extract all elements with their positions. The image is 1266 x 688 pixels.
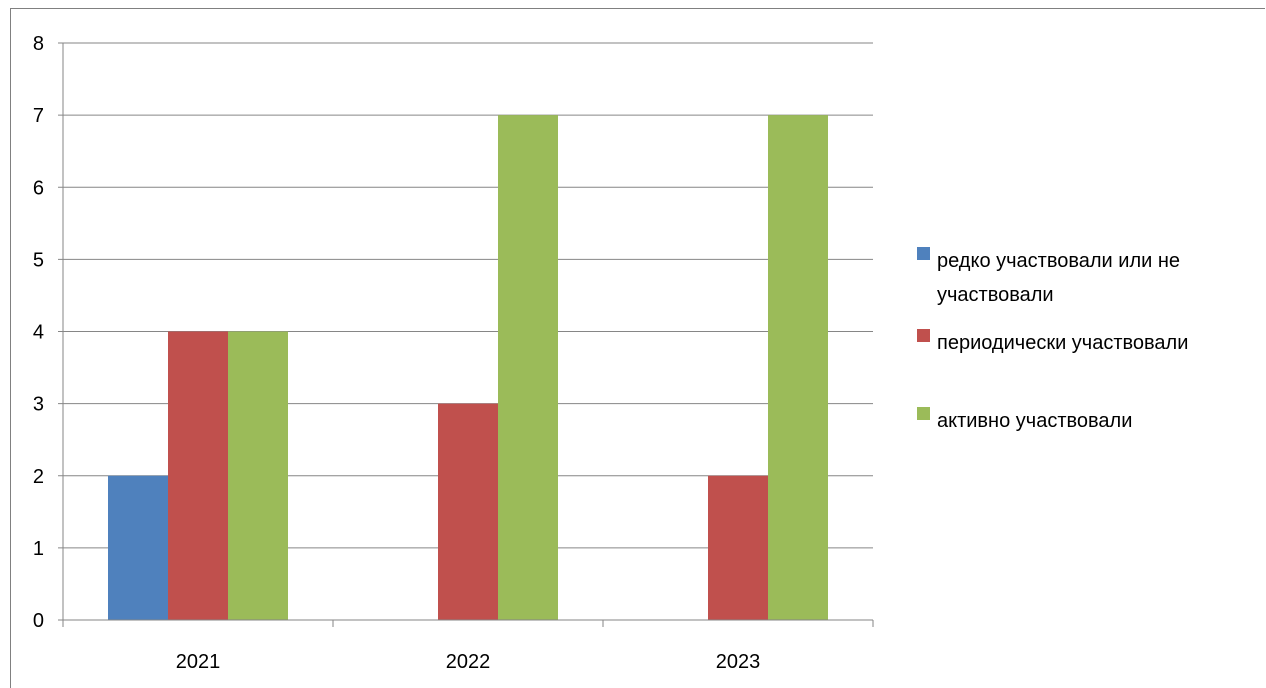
y-tick-label: 5 xyxy=(33,249,44,271)
y-tick-label: 3 xyxy=(33,394,44,416)
bar xyxy=(108,475,168,620)
x-tick-labels: 2021 2022 2023 xyxy=(176,651,761,673)
y-tick-label: 2 xyxy=(33,466,44,488)
y-tick-labels: 0 1 2 3 4 5 6 7 8 xyxy=(33,33,44,632)
y-tick-label: 0 xyxy=(33,610,44,632)
bars xyxy=(108,115,828,620)
bar xyxy=(168,331,228,620)
y-tick-label: 4 xyxy=(33,322,44,344)
legend-label: редко участвовали или не xyxy=(937,250,1180,272)
bar xyxy=(438,403,498,620)
axes xyxy=(58,42,874,627)
legend-swatch xyxy=(917,247,930,260)
bar xyxy=(708,475,768,620)
bar xyxy=(228,331,288,620)
legend-label: активно участвовали xyxy=(937,410,1132,432)
bar xyxy=(498,115,558,620)
x-tick-label: 2021 xyxy=(176,651,221,673)
legend-label: участвовали xyxy=(937,284,1054,306)
y-tick-label: 6 xyxy=(33,177,44,199)
x-tick-label: 2023 xyxy=(716,651,761,673)
y-tick-label: 7 xyxy=(33,105,44,127)
y-tick-label: 1 xyxy=(33,538,44,560)
chart-frame xyxy=(10,8,1265,688)
legend-swatch xyxy=(917,407,930,420)
legend: редко участвовали или не участвовали перио… xyxy=(917,247,1188,432)
x-tick-label: 2022 xyxy=(446,651,491,673)
bar xyxy=(768,115,828,620)
legend-swatch xyxy=(917,329,930,342)
y-tick-label: 8 xyxy=(33,33,44,55)
legend-label: периодически участвовали xyxy=(937,332,1188,354)
